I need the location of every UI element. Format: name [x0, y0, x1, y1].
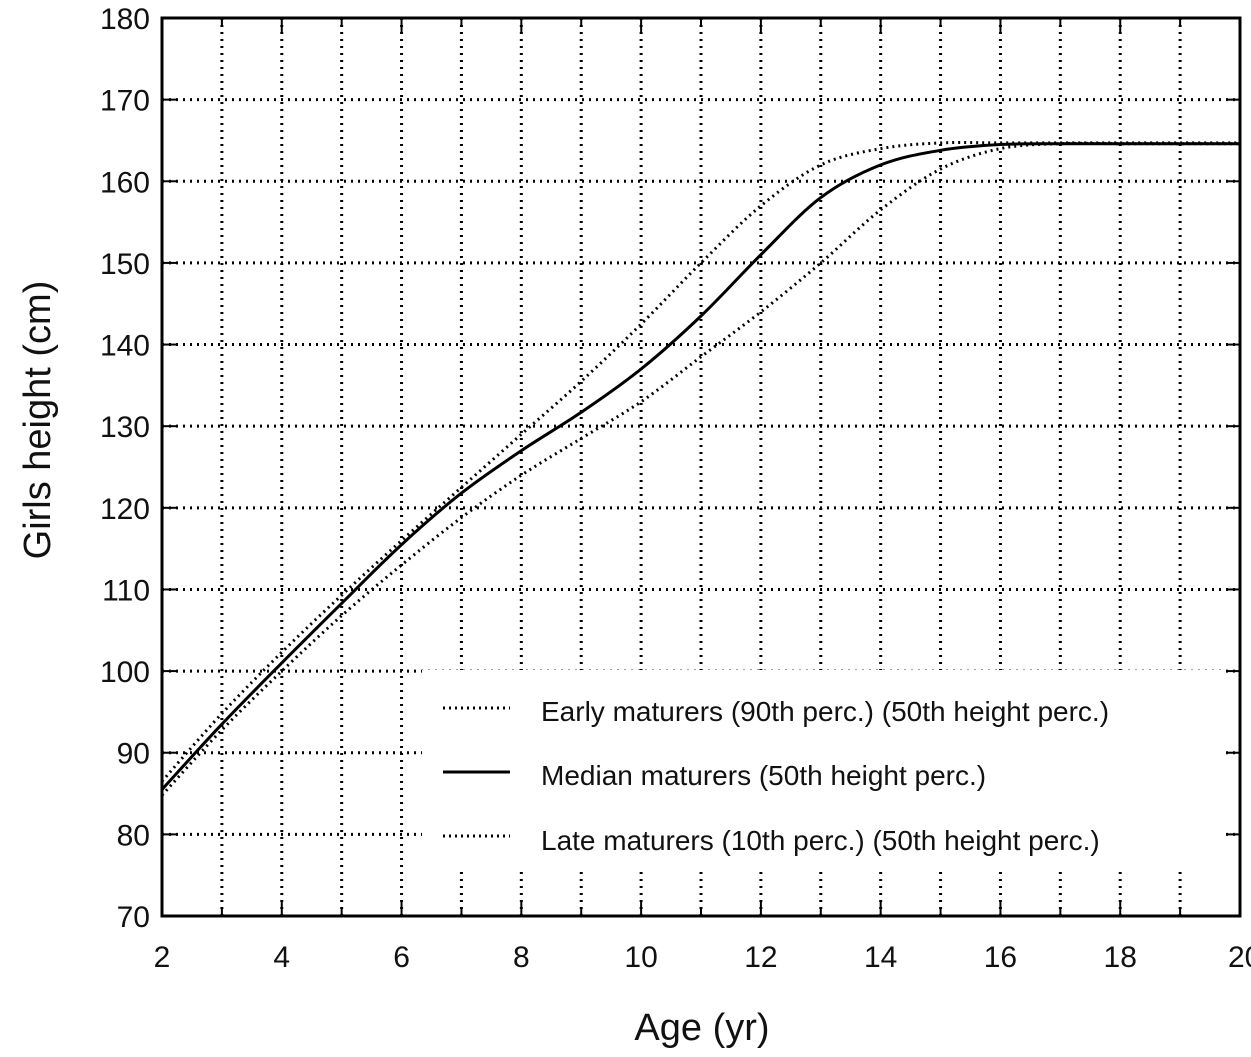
x-tick-label: 18	[1104, 941, 1137, 974]
series-late-maturers	[160, 141, 1240, 797]
y-tick-label: 70	[117, 901, 150, 934]
y-tick-label: 90	[117, 738, 150, 771]
y-tick-label: 100	[100, 656, 150, 689]
y-tick-label: 110	[102, 574, 150, 607]
series-layer	[160, 141, 1240, 797]
x-tick-label: 4	[273, 941, 290, 974]
legend-label-late: Late maturers (10th perc.) (50th height …	[541, 825, 1100, 856]
x-tick-label: 6	[393, 941, 410, 974]
tick-labels: 2 4 6 8 10 12 14 16 18 20 70 80 90 100 110 120 130 140 150…	[100, 3, 1251, 974]
x-tick-label: 14	[864, 941, 897, 974]
x-tick-label: 16	[984, 941, 1017, 974]
y-tick-label: 170	[100, 85, 150, 118]
legend-label-early: Early maturers (90th perc.) (50th height…	[541, 696, 1109, 727]
legend-background	[422, 670, 1222, 870]
y-axis-title: Girls height (cm)	[17, 281, 59, 560]
legend-label-median: Median maturers (50th height perc.)	[541, 760, 986, 791]
y-tick-label: 140	[100, 330, 150, 363]
x-tick-label: 20	[1228, 941, 1251, 974]
y-tick-label: 150	[100, 248, 150, 281]
x-tick-label: 8	[513, 941, 530, 974]
axis-ticks	[161, 17, 1241, 917]
x-tick-label: 12	[744, 941, 777, 974]
x-axis-title: Age (yr)	[634, 1007, 769, 1049]
y-tick-label: 180	[100, 3, 150, 36]
y-tick-label: 120	[100, 493, 150, 526]
x-tick-label: 2	[154, 941, 171, 974]
y-tick-label: 80	[117, 819, 150, 852]
x-tick-label: 10	[624, 941, 657, 974]
legend: Early maturers (90th perc.) (50th height…	[422, 670, 1222, 870]
y-tick-label: 130	[100, 411, 150, 444]
y-tick-label: 160	[100, 166, 150, 199]
